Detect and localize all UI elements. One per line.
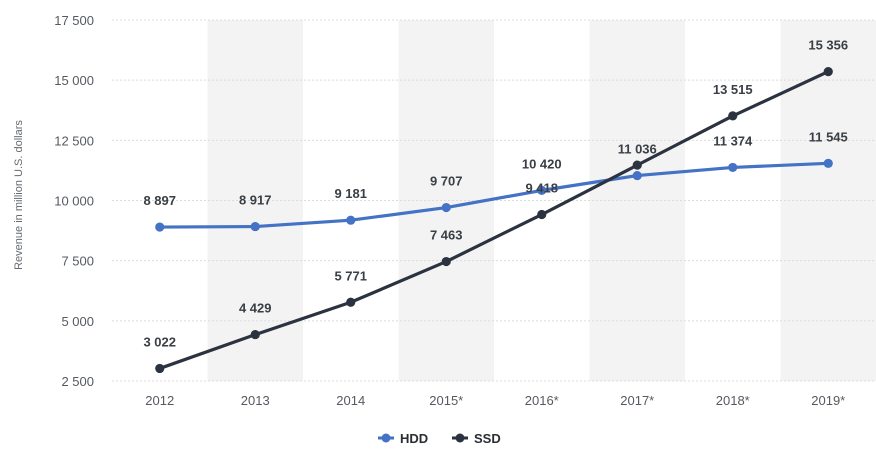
- data-point-ssd[interactable]: [633, 161, 642, 170]
- legend[interactable]: HDD SSD: [378, 431, 501, 446]
- y-tick-label: 17 500: [54, 13, 94, 28]
- x-tick-label: 2013: [241, 393, 270, 408]
- data-label-ssd: 9 418: [525, 181, 558, 196]
- data-label-hdd: 8 897: [143, 193, 176, 208]
- data-label-hdd: 9 707: [430, 174, 463, 189]
- data-point-ssd[interactable]: [251, 330, 260, 339]
- x-tick-label: 2015*: [429, 393, 463, 408]
- legend-dot-marker: [456, 434, 465, 443]
- x-tick-label: 2018*: [716, 393, 750, 408]
- data-point-ssd[interactable]: [442, 257, 451, 266]
- x-axis-ticks: 2012 2013 2014 2015* 2016* 2017* 2018* 2019*: [145, 393, 845, 408]
- y-tick-label: 15 000: [54, 73, 94, 88]
- data-label-hdd: 8 917: [239, 193, 272, 208]
- data-point-ssd[interactable]: [346, 298, 355, 307]
- data-point-hdd[interactable]: [346, 216, 355, 225]
- y-tick-label: 2 500: [61, 374, 94, 389]
- y-axis-label: Revenue in million U.S. dollars: [13, 120, 25, 270]
- data-label-ssd: 3 022: [143, 334, 176, 349]
- y-tick-label: 12 500: [54, 133, 94, 148]
- data-point-hdd[interactable]: [633, 171, 642, 180]
- x-tick-label: 2019*: [811, 393, 845, 408]
- data-label-ssd: 4 429: [239, 301, 272, 316]
- y-axis-ticks: 2 500 5 000 7 500 10 000 12 500 15 000 17 500: [54, 13, 94, 389]
- data-point-ssd[interactable]: [537, 210, 546, 219]
- data-point-hdd[interactable]: [728, 163, 737, 172]
- legend-label: HDD: [400, 431, 428, 446]
- x-tick-label: 2014: [336, 393, 365, 408]
- data-point-hdd[interactable]: [442, 203, 451, 212]
- data-label-hdd: 11 545: [809, 129, 848, 144]
- data-label-hdd: 9 181: [334, 186, 367, 201]
- y-tick-label: 7 500: [61, 254, 94, 269]
- data-label-ssd: 15 356: [808, 38, 848, 53]
- x-tick-label: 2016*: [525, 393, 559, 408]
- data-label-ssd: 13 515: [713, 82, 753, 97]
- data-label-ssd: 7 463: [430, 228, 463, 243]
- data-point-hdd[interactable]: [251, 222, 260, 231]
- data-point-hdd[interactable]: [155, 222, 164, 231]
- data-point-ssd[interactable]: [155, 364, 164, 373]
- data-point-hdd[interactable]: [824, 159, 833, 168]
- data-label-hdd: 10 420: [522, 156, 562, 171]
- data-point-ssd[interactable]: [728, 111, 737, 120]
- data-point-ssd[interactable]: [824, 67, 833, 76]
- y-tick-label: 5 000: [61, 314, 94, 329]
- data-label-ssd: 5 771: [334, 268, 367, 283]
- x-tick-label: 2012: [145, 393, 174, 408]
- data-label-hdd: 11 036: [618, 142, 657, 157]
- legend-item-hdd[interactable]: HDD: [378, 431, 428, 446]
- legend-label: SSD: [474, 431, 501, 446]
- legend-dot-marker: [382, 434, 391, 443]
- data-label-hdd: 11 374: [713, 133, 753, 148]
- legend-item-ssd[interactable]: SSD: [452, 431, 501, 446]
- y-tick-label: 10 000: [54, 194, 94, 209]
- x-tick-label: 2017*: [620, 393, 654, 408]
